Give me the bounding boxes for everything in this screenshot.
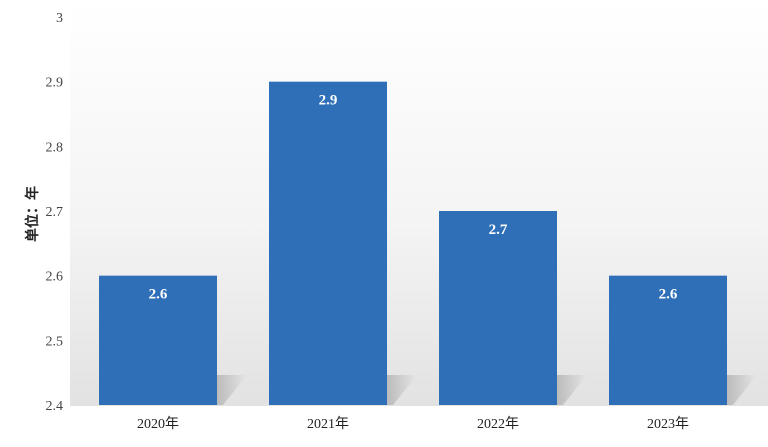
- bar: [609, 275, 727, 405]
- bars: [99, 81, 727, 406]
- bar-value-label: 2.7: [489, 222, 508, 238]
- bar-shadow: [727, 375, 757, 405]
- bar: [99, 275, 217, 405]
- bar-value-label: 2.9: [319, 93, 338, 109]
- y-tick-label: 2.7: [46, 205, 64, 220]
- y-tick-label: 2.8: [46, 140, 64, 155]
- y-tick-label: 2.9: [46, 76, 64, 91]
- x-axis-labels: 2020年 2021年 2022年 2023年: [137, 416, 689, 432]
- y-axis-ticks: 2.4 2.5 2.6 2.7 2.8 2.9 3: [46, 11, 64, 414]
- x-category-label: 2023年: [647, 416, 689, 432]
- bar-shadow: [217, 375, 247, 405]
- bar-value-label: 2.6: [149, 287, 168, 303]
- x-category-label: 2020年: [137, 416, 179, 432]
- bar-shadow: [557, 375, 587, 405]
- y-tick-label: 3: [56, 11, 63, 26]
- y-axis-title: 单位：年: [24, 186, 41, 242]
- y-tick-label: 2.6: [46, 270, 64, 285]
- y-tick-label: 2.4: [46, 399, 64, 414]
- bar: [269, 81, 387, 406]
- bar: [439, 211, 557, 405]
- bar-shadows: [217, 375, 757, 405]
- data-labels: 2.6 2.9 2.7 2.6: [149, 93, 678, 303]
- y-tick-label: 2.5: [46, 334, 64, 349]
- x-category-label: 2022年: [477, 416, 519, 432]
- x-category-label: 2021年: [307, 416, 349, 432]
- bar-value-label: 2.6: [659, 287, 678, 303]
- bar-shadow: [387, 375, 417, 405]
